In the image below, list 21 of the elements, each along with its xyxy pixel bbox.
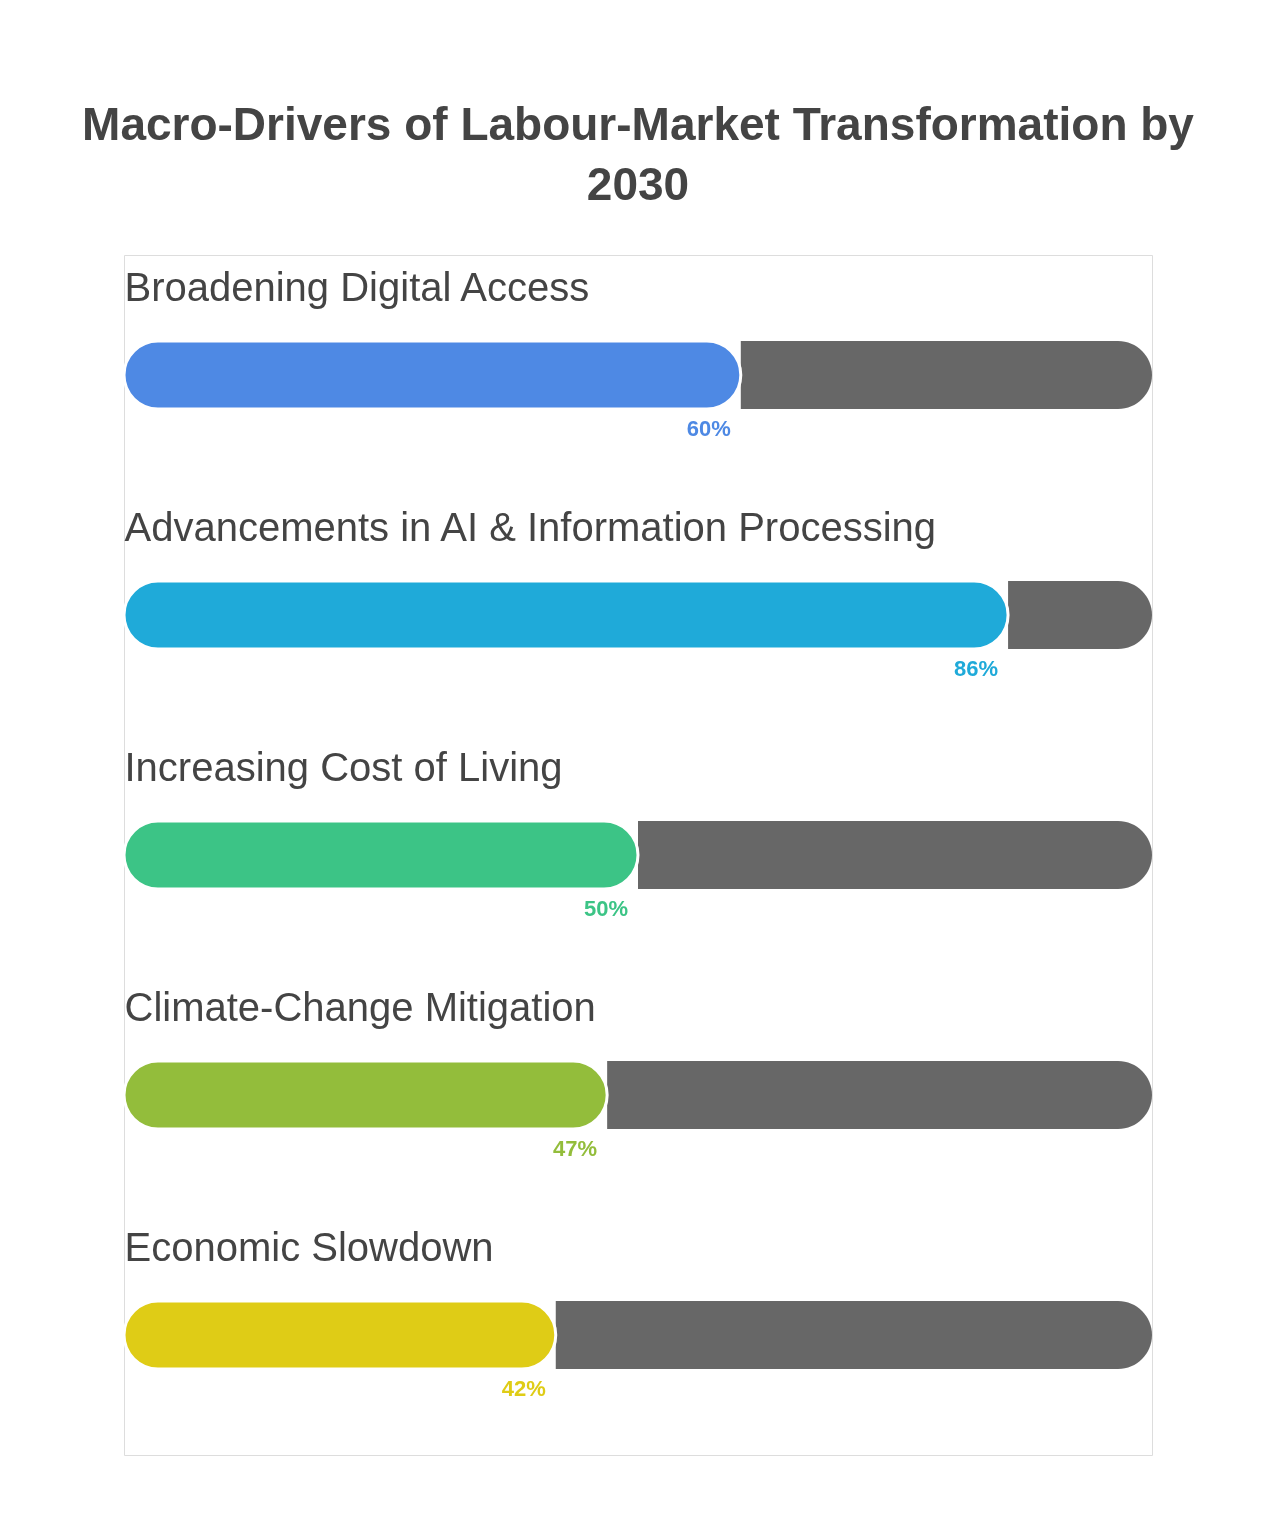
bar <box>122 1299 558 1371</box>
y-tick-label: Broadening Digital Access <box>124 265 590 309</box>
data-label: 50% <box>583 896 628 921</box>
data-label: 60% <box>686 416 731 441</box>
y-tick-label: Economic Slowdown <box>124 1225 494 1269</box>
y-tick-label: Increasing Cost of Living <box>124 745 563 789</box>
bar <box>555 1301 1152 1369</box>
data-label: 47% <box>553 1136 598 1161</box>
data-label: 42% <box>501 1376 546 1401</box>
bar <box>1008 581 1152 649</box>
bar <box>122 579 1010 651</box>
bar <box>122 339 743 411</box>
data-label: 86% <box>954 656 999 681</box>
bar <box>740 341 1152 409</box>
bar <box>607 1061 1152 1129</box>
chart-title: Macro-Drivers of Labour-Market Transformation by 2030 <box>82 98 1195 210</box>
bar <box>122 819 640 891</box>
y-tick-label: Climate-Change Mitigation <box>124 985 596 1029</box>
bar <box>122 1059 609 1131</box>
y-tick-label: Advancements in AI & Information Processing <box>124 505 937 549</box>
bar <box>638 821 1152 889</box>
